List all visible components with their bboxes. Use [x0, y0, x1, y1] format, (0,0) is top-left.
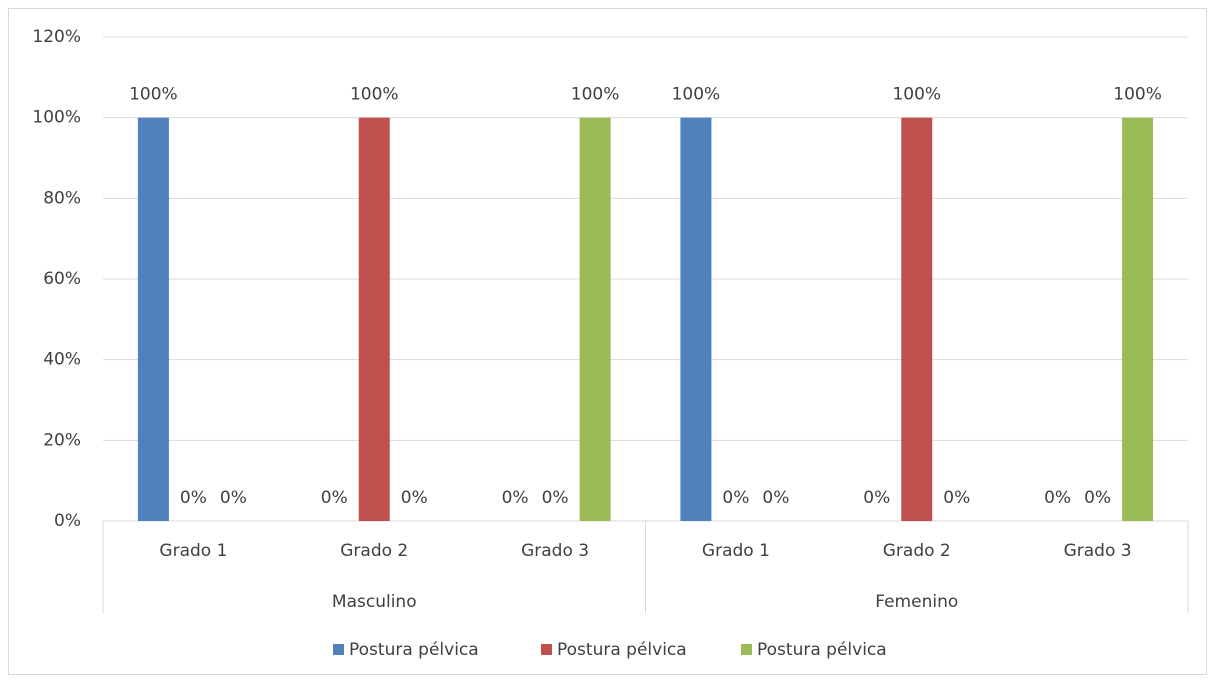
value-label: 0% — [542, 488, 569, 508]
value-label: 100% — [672, 85, 721, 105]
bar — [137, 117, 169, 522]
value-label: 100% — [350, 85, 399, 105]
value-label: 100% — [571, 85, 620, 105]
y-tick-label: 60% — [43, 269, 81, 289]
y-tick-label: 80% — [43, 188, 81, 208]
bar — [901, 117, 933, 522]
value-label: 0% — [401, 488, 428, 508]
bar — [1122, 117, 1154, 522]
value-label: 100% — [892, 85, 941, 105]
legend-swatch — [541, 644, 552, 655]
legend-label: Postura pélvica — [557, 640, 687, 660]
y-tick-label: 20% — [43, 430, 81, 450]
value-label: 0% — [1044, 488, 1071, 508]
value-label: 0% — [722, 488, 749, 508]
legend-swatch — [741, 644, 752, 655]
value-label: 0% — [220, 488, 247, 508]
value-label: 100% — [1113, 85, 1162, 105]
bar — [579, 117, 611, 522]
value-label: 100% — [129, 85, 178, 105]
x-tick-label: Grado 1 — [159, 541, 227, 561]
y-tick-label: 40% — [43, 350, 81, 370]
legend-swatch — [333, 644, 344, 655]
group-label: Masculino — [332, 592, 417, 612]
value-label: 0% — [321, 488, 348, 508]
y-tick-label: 100% — [32, 108, 81, 128]
x-tick-label: Grado 2 — [340, 541, 408, 561]
value-label: 0% — [180, 488, 207, 508]
legend-label: Postura pélvica — [757, 640, 887, 660]
value-label: 0% — [762, 488, 789, 508]
x-tick-label: Grado 3 — [1064, 541, 1132, 561]
group-label: Femenino — [875, 592, 958, 612]
bar — [358, 117, 390, 522]
x-tick-label: Grado 1 — [702, 541, 770, 561]
x-tick-label: Grado 2 — [883, 541, 951, 561]
value-label: 0% — [1084, 488, 1111, 508]
legend-label: Postura pélvica — [349, 640, 479, 660]
y-tick-label: 120% — [32, 27, 81, 47]
x-tick-label: Grado 3 — [521, 541, 589, 561]
value-label: 0% — [502, 488, 529, 508]
bar — [680, 117, 712, 522]
y-tick-label: 0% — [54, 511, 81, 531]
value-label: 0% — [863, 488, 890, 508]
value-label: 0% — [943, 488, 970, 508]
